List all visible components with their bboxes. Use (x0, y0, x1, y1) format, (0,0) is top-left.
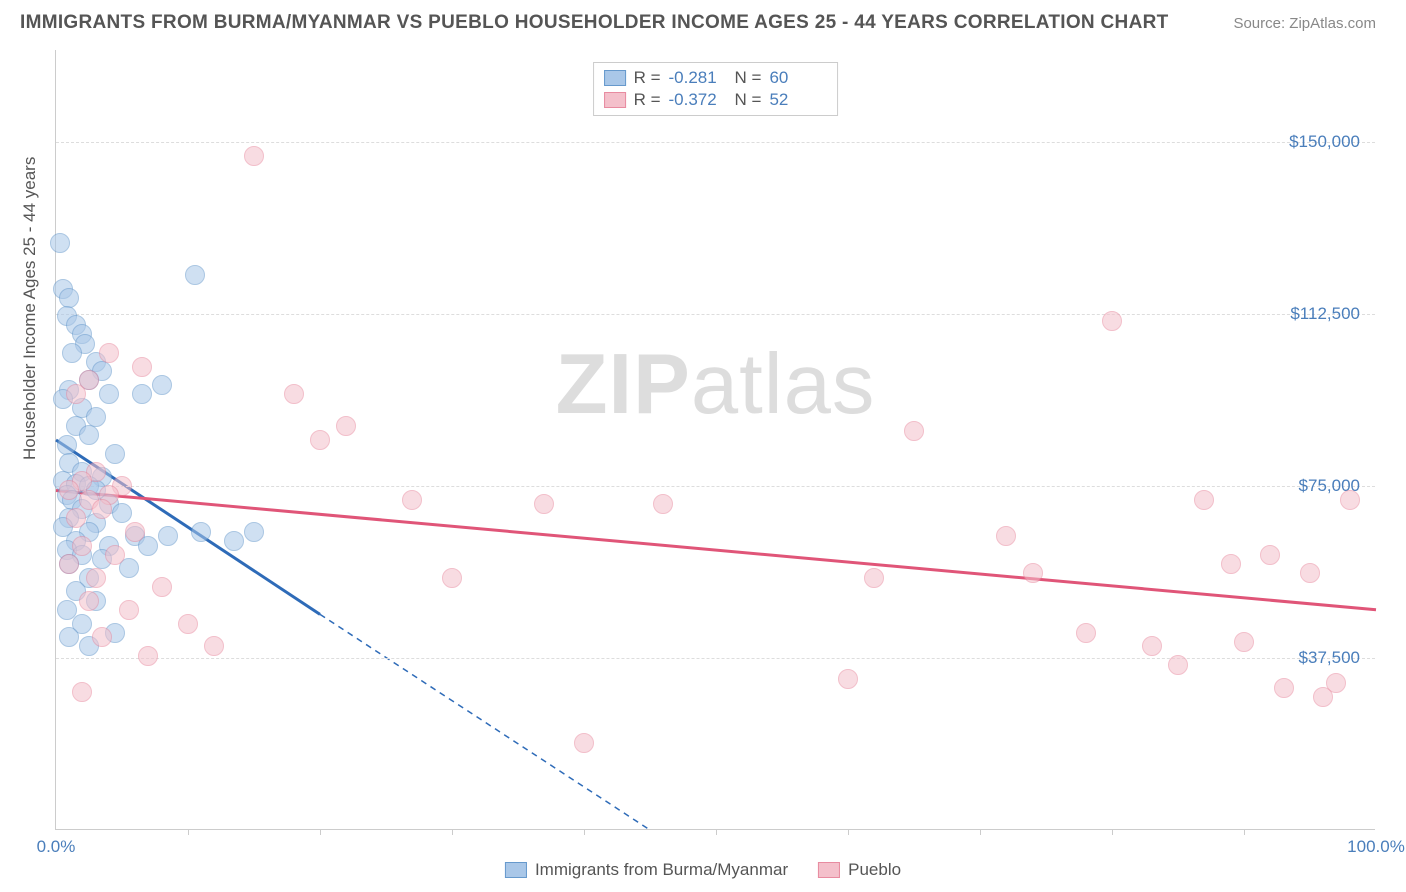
data-point (310, 430, 330, 450)
y-tick-label: $150,000 (1289, 132, 1360, 152)
data-point (904, 421, 924, 441)
x-tick-label: 100.0% (1347, 837, 1405, 857)
data-point (66, 508, 86, 528)
data-point (79, 425, 99, 445)
chart-container: Householder Income Ages 25 - 44 years ZI… (0, 40, 1406, 892)
x-tick-mark (848, 829, 849, 835)
data-point (72, 536, 92, 556)
legend-row-series-2: R = -0.372 N = 52 (604, 89, 828, 111)
x-tick-mark (320, 829, 321, 835)
legend-item-2: Pueblo (818, 860, 901, 880)
data-point (152, 577, 172, 597)
data-point (99, 384, 119, 404)
data-point (138, 646, 158, 666)
data-point (59, 554, 79, 574)
trend-line (56, 490, 1376, 609)
legend-row-series-1: R = -0.281 N = 60 (604, 67, 828, 89)
data-point (1168, 655, 1188, 675)
gridline (56, 142, 1375, 143)
data-point (105, 545, 125, 565)
data-point (92, 627, 112, 647)
x-tick-mark (584, 829, 585, 835)
data-point (105, 444, 125, 464)
data-point (1102, 311, 1122, 331)
data-point (72, 682, 92, 702)
y-tick-label: $37,500 (1299, 648, 1360, 668)
data-point (92, 499, 112, 519)
data-point (191, 522, 211, 542)
legend-swatch-pink (818, 862, 840, 878)
y-tick-label: $112,500 (1290, 304, 1360, 324)
data-point (1300, 563, 1320, 583)
plot-area: ZIPatlas R = -0.281 N = 60 R = -0.372 N … (55, 50, 1375, 830)
x-tick-mark (1244, 829, 1245, 835)
trend-line-extrapolated (320, 614, 650, 830)
data-point (1221, 554, 1241, 574)
y-axis-label: Householder Income Ages 25 - 44 years (20, 157, 40, 460)
data-point (336, 416, 356, 436)
chart-title: IMMIGRANTS FROM BURMA/MYANMAR VS PUEBLO … (20, 12, 1169, 34)
data-point (119, 600, 139, 620)
data-point (1234, 632, 1254, 652)
data-point (244, 522, 264, 542)
data-point (178, 614, 198, 634)
correlation-legend: R = -0.281 N = 60 R = -0.372 N = 52 (593, 62, 839, 116)
data-point (152, 375, 172, 395)
data-point (204, 636, 224, 656)
data-point (79, 591, 99, 611)
data-point (284, 384, 304, 404)
data-point (402, 490, 422, 510)
gridline (56, 486, 1375, 487)
legend-item-1: Immigrants from Burma/Myanmar (505, 860, 788, 880)
data-point (185, 265, 205, 285)
data-point (1274, 678, 1294, 698)
data-point (1260, 545, 1280, 565)
x-tick-mark (188, 829, 189, 835)
data-point (1142, 636, 1162, 656)
data-point (158, 526, 178, 546)
data-point (132, 357, 152, 377)
data-point (1194, 490, 1214, 510)
x-tick-label: 0.0% (37, 837, 76, 857)
x-tick-mark (980, 829, 981, 835)
x-tick-mark (1112, 829, 1113, 835)
data-point (57, 435, 77, 455)
data-point (534, 494, 554, 514)
data-point (50, 233, 70, 253)
data-point (653, 494, 673, 514)
data-point (574, 733, 594, 753)
x-tick-mark (716, 829, 717, 835)
data-point (244, 146, 264, 166)
data-point (1326, 673, 1346, 693)
data-point (86, 568, 106, 588)
data-point (99, 343, 119, 363)
data-point (59, 480, 79, 500)
data-point (66, 384, 86, 404)
chart-header: IMMIGRANTS FROM BURMA/MYANMAR VS PUEBLO … (0, 0, 1406, 42)
data-point (224, 531, 244, 551)
chart-source: Source: ZipAtlas.com (1233, 15, 1376, 32)
data-point (1076, 623, 1096, 643)
data-point (62, 343, 82, 363)
data-point (86, 407, 106, 427)
data-point (125, 522, 145, 542)
data-point (59, 627, 79, 647)
data-point (442, 568, 462, 588)
data-point (838, 669, 858, 689)
data-point (59, 288, 79, 308)
series-legend: Immigrants from Burma/Myanmar Pueblo (505, 860, 901, 880)
data-point (864, 568, 884, 588)
data-point (1340, 490, 1360, 510)
data-point (1023, 563, 1043, 583)
trend-lines (56, 50, 1375, 829)
data-point (112, 503, 132, 523)
legend-swatch-pink (604, 92, 626, 108)
legend-swatch-blue (604, 70, 626, 86)
legend-swatch-blue (505, 862, 527, 878)
x-tick-mark (452, 829, 453, 835)
data-point (996, 526, 1016, 546)
gridline (56, 314, 1375, 315)
data-point (132, 384, 152, 404)
